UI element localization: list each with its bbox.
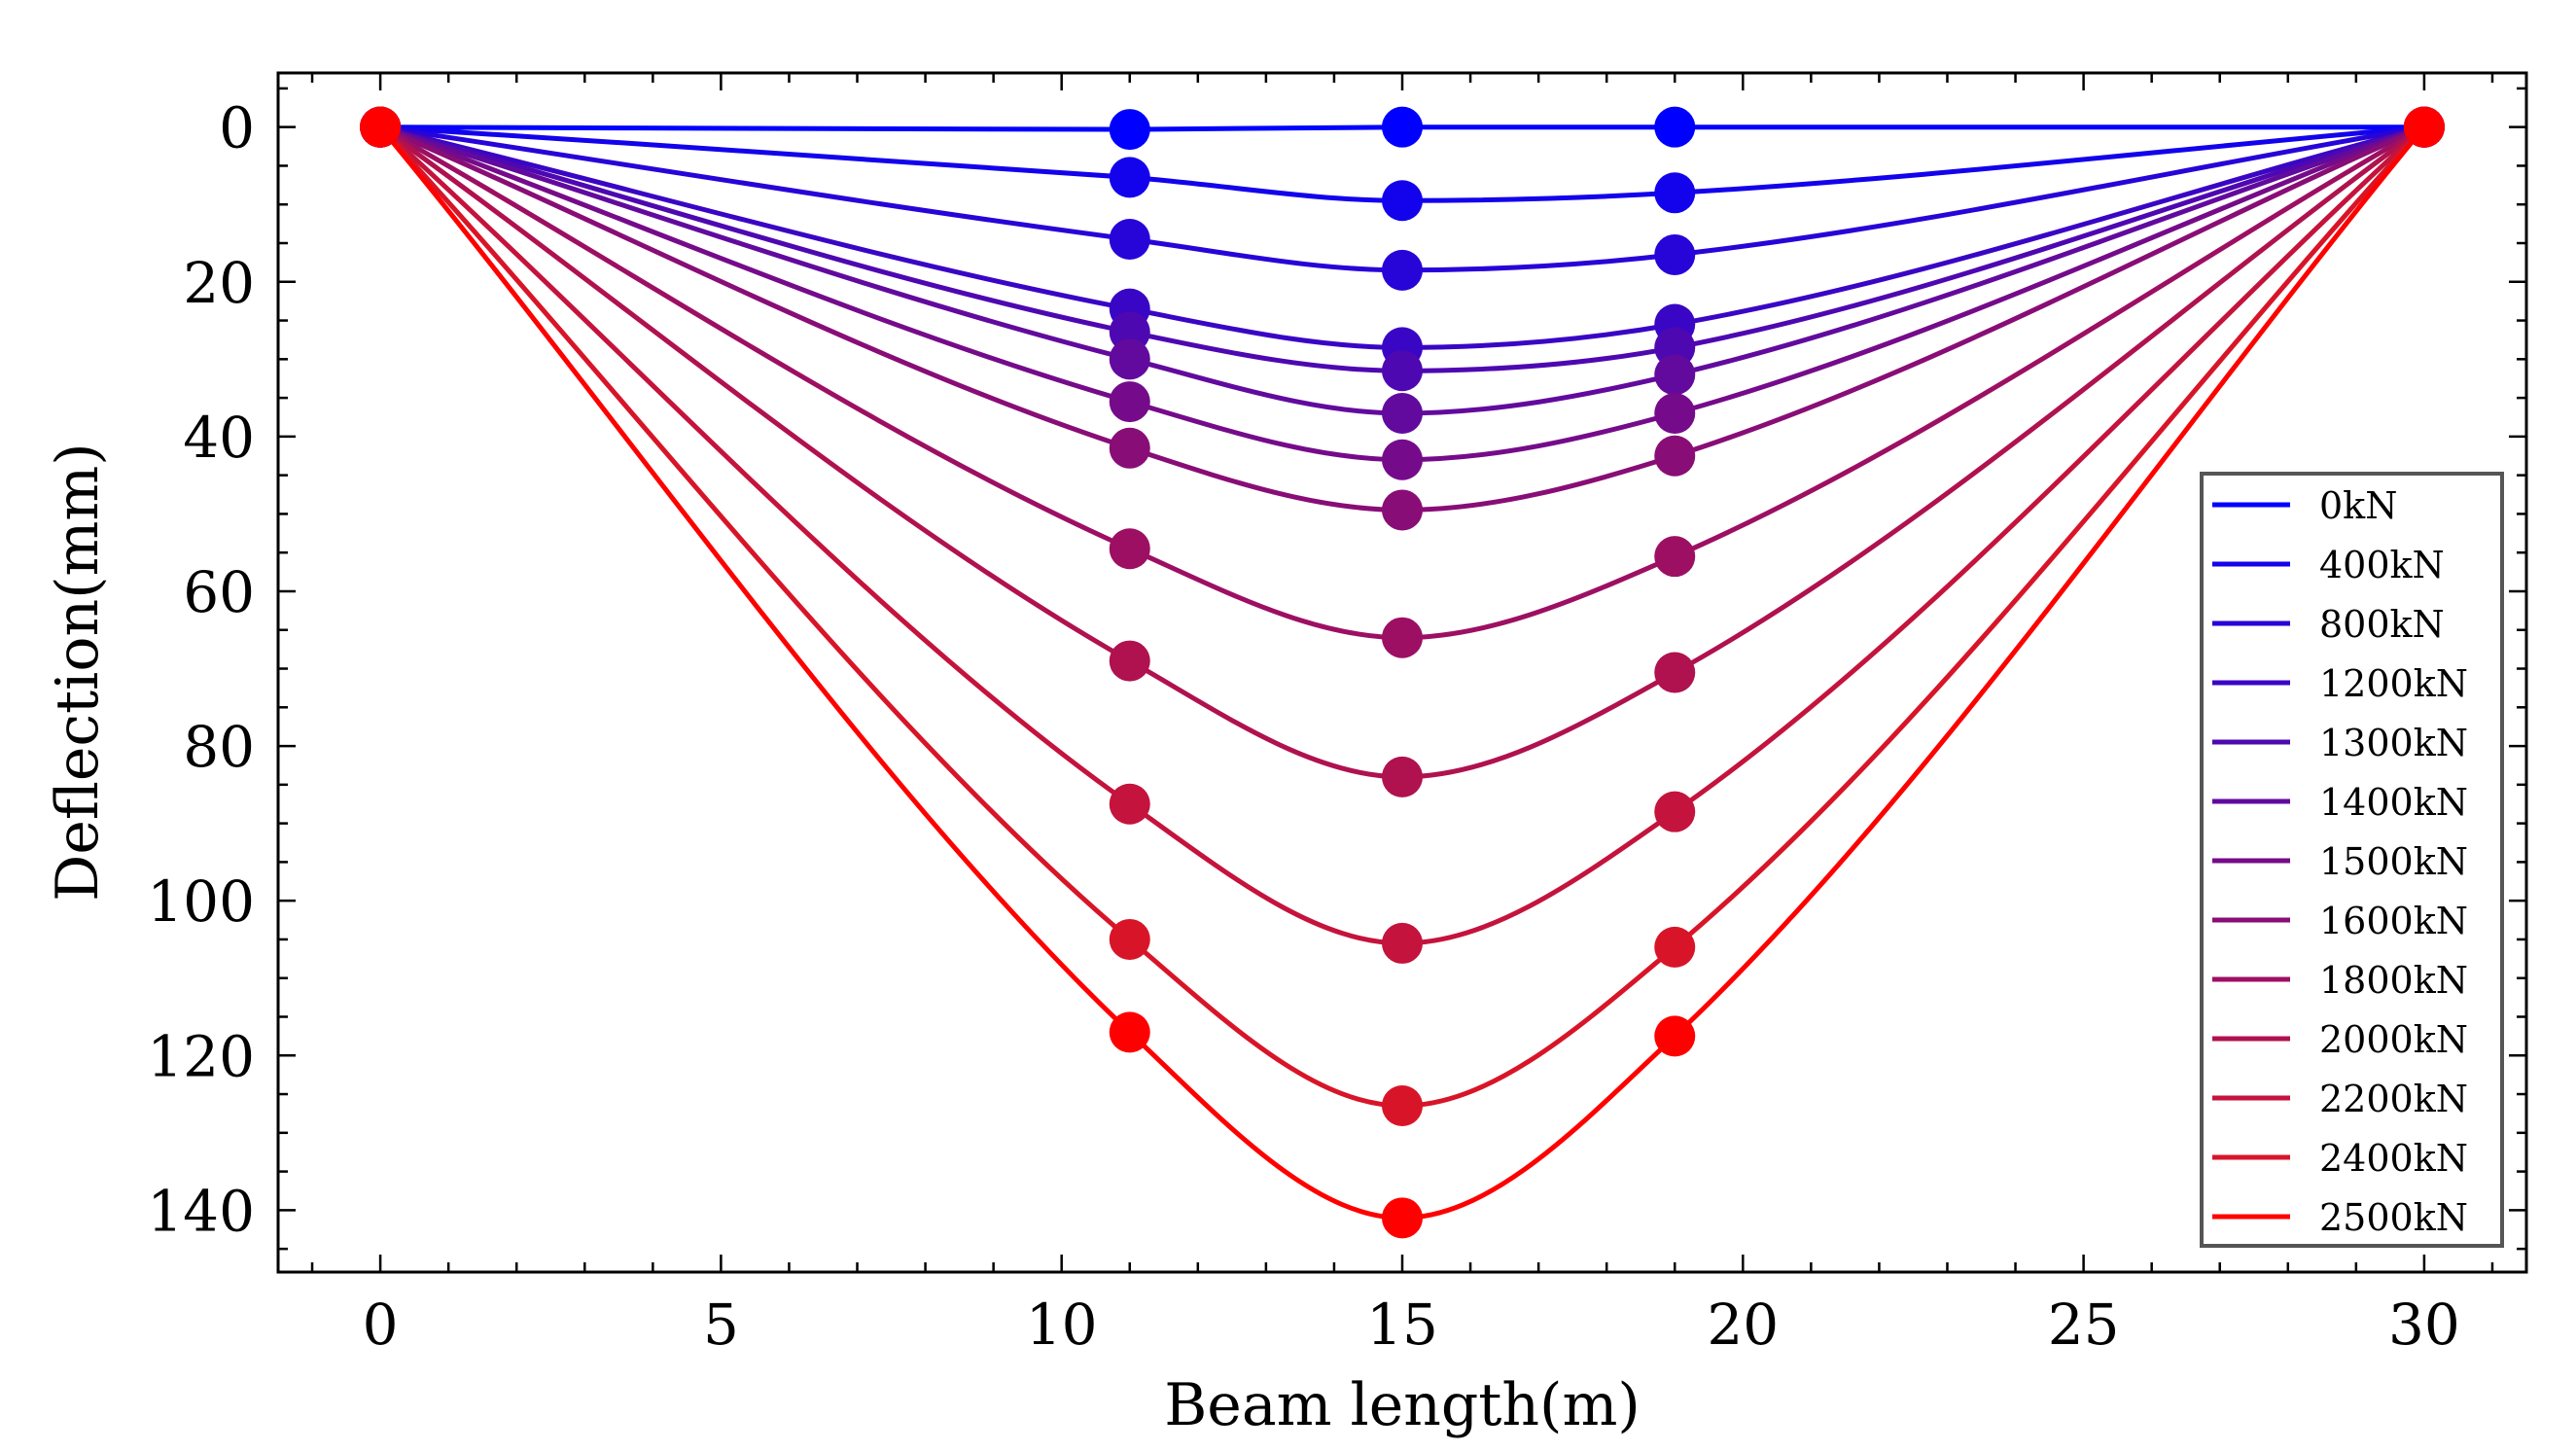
legend-label-1500kN: 1500kN: [2319, 840, 2468, 883]
data-point-2500kN-3: [1654, 1015, 1696, 1057]
legend-label-1200kN: 1200kN: [2319, 662, 2468, 705]
x-tick-label: 25: [2048, 1292, 2120, 1358]
legend-label-2500kN: 2500kN: [2319, 1196, 2468, 1239]
legend-label-0kN: 0kN: [2319, 484, 2397, 527]
legend-label-1600kN: 1600kN: [2319, 900, 2468, 942]
series-lines: [378, 124, 2426, 1221]
legend: 0kN 400kN 800kN 1200kN 1300kN 1400kN 1500kN 160…: [2200, 472, 2504, 1248]
data-point-2200kN-3: [1654, 791, 1696, 832]
data-point-2200kN-2: [1382, 922, 1423, 964]
data-point-1800kN-1: [1109, 528, 1150, 570]
data-point-400kN-1: [1109, 157, 1150, 198]
x-tick-label: 30: [2388, 1292, 2460, 1358]
y-tick-label: 140: [147, 1178, 255, 1244]
data-point-1800kN-2: [1382, 617, 1423, 658]
y-tick-label: 40: [183, 405, 255, 471]
legend-label-1800kN: 1800kN: [2319, 959, 2468, 1002]
data-point-2500kN-1: [1109, 1011, 1150, 1053]
data-point-2500kN-0: [360, 106, 402, 148]
x-tick-label: 20: [1707, 1292, 1779, 1358]
x-axis-label: Beam length(m): [1164, 1371, 1641, 1439]
data-point-1600kN-1: [1109, 427, 1150, 469]
data-point-0kN-1: [1109, 109, 1150, 151]
y-tick-label: 80: [183, 714, 255, 780]
legend-label-2200kN: 2200kN: [2319, 1078, 2468, 1120]
y-tick-labels: 0 20 40 60 80 100 120 140: [147, 95, 255, 1245]
x-tick-label: 15: [1366, 1292, 1438, 1358]
data-point-2500kN-2: [1382, 1197, 1423, 1239]
legend-label-800kN: 800kN: [2319, 603, 2445, 646]
x-tick-label: 0: [363, 1292, 399, 1358]
data-point-1500kN-2: [1382, 439, 1423, 480]
data-point-1500kN-1: [1109, 381, 1150, 423]
data-point-1600kN-2: [1382, 489, 1423, 531]
data-point-0kN-3: [1654, 106, 1696, 148]
series-line-2500kN: [378, 125, 2426, 1221]
data-point-2400kN-3: [1654, 926, 1696, 968]
y-axis-label: Deflection(mm): [44, 443, 112, 901]
legend-label-2000kN: 2000kN: [2319, 1018, 2468, 1061]
legend-label-400kN: 400kN: [2319, 544, 2445, 586]
y-tick-label: 60: [183, 559, 255, 625]
series-markers: [360, 106, 2445, 1239]
data-point-400kN-3: [1654, 172, 1696, 214]
y-tick-label: 0: [219, 95, 255, 161]
data-point-2000kN-3: [1654, 652, 1696, 693]
data-point-2200kN-1: [1109, 783, 1150, 825]
y-tick-label: 100: [147, 868, 255, 935]
data-point-1500kN-3: [1654, 393, 1696, 435]
legend-label-1400kN: 1400kN: [2319, 781, 2468, 824]
data-point-1400kN-3: [1654, 354, 1696, 396]
x-tick-label: 5: [703, 1292, 739, 1358]
data-point-2000kN-2: [1382, 756, 1423, 797]
legend-label-1300kN: 1300kN: [2319, 722, 2468, 764]
data-point-400kN-2: [1382, 180, 1423, 222]
y-tick-label: 20: [183, 250, 255, 316]
data-point-2500kN-4: [2403, 106, 2445, 148]
data-point-0kN-2: [1382, 106, 1423, 148]
data-point-1600kN-3: [1654, 435, 1696, 477]
axis-ticks: [278, 73, 2526, 1272]
data-point-800kN-2: [1382, 249, 1423, 291]
x-tick-label: 10: [1026, 1292, 1098, 1358]
data-point-1400kN-1: [1109, 338, 1150, 380]
x-tick-labels: 0 5 10 15 20 25 30: [363, 1292, 2460, 1358]
data-point-800kN-3: [1654, 233, 1696, 275]
data-point-2400kN-2: [1382, 1084, 1423, 1126]
data-point-1300kN-2: [1382, 350, 1423, 392]
data-point-2000kN-1: [1109, 640, 1150, 682]
data-point-1400kN-2: [1382, 393, 1423, 435]
y-tick-label: 120: [147, 1023, 255, 1089]
data-point-1800kN-3: [1654, 536, 1696, 578]
data-point-800kN-1: [1109, 219, 1150, 261]
legend-label-2400kN: 2400kN: [2319, 1137, 2468, 1180]
data-point-2400kN-1: [1109, 918, 1150, 960]
